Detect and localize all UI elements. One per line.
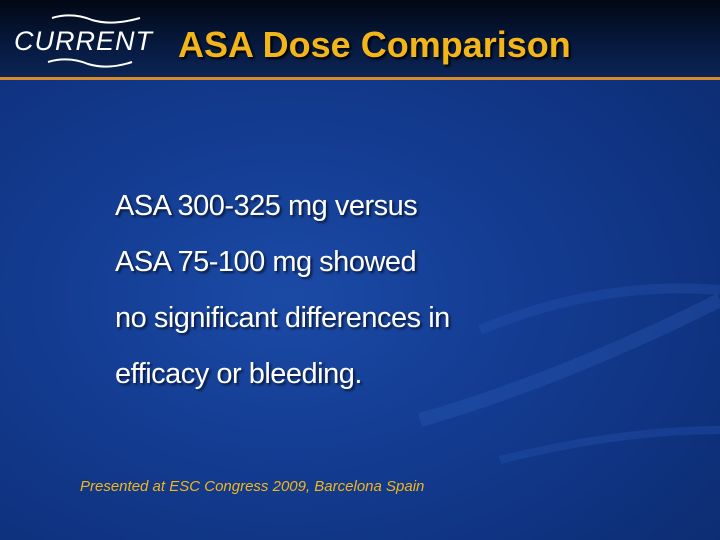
logo-text: CURRENT — [14, 26, 153, 56]
body-line: ASA 75-100 mg showed — [115, 246, 417, 278]
header-divider — [0, 77, 720, 80]
body-line: ASA 300-325 mg versus — [115, 190, 418, 222]
body-line: efficacy or bleeding. — [115, 358, 362, 390]
current-logo: CURRENT — [12, 12, 157, 70]
slide-title: ASA Dose Comparison — [178, 24, 571, 65]
slide-body: ASA 300-325 mg versus ASA 75-100 mg show… — [115, 178, 450, 402]
body-line: no significant differences in — [115, 302, 450, 334]
footer-note: Presented at ESC Congress 2009, Barcelon… — [80, 478, 425, 495]
